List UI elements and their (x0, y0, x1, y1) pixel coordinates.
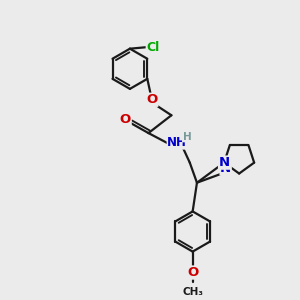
Text: NH: NH (167, 136, 187, 149)
Text: H: H (182, 132, 191, 142)
Text: O: O (120, 113, 131, 126)
Text: O: O (147, 93, 158, 106)
Text: N: N (219, 156, 230, 169)
Text: Cl: Cl (146, 41, 160, 54)
Text: N: N (220, 162, 231, 175)
Text: CH₃: CH₃ (182, 286, 203, 297)
Text: O: O (187, 266, 198, 279)
